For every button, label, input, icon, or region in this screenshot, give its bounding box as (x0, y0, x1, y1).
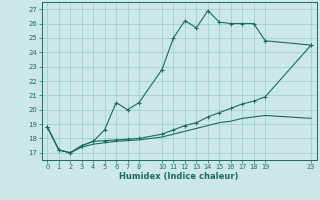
X-axis label: Humidex (Indice chaleur): Humidex (Indice chaleur) (119, 172, 239, 181)
